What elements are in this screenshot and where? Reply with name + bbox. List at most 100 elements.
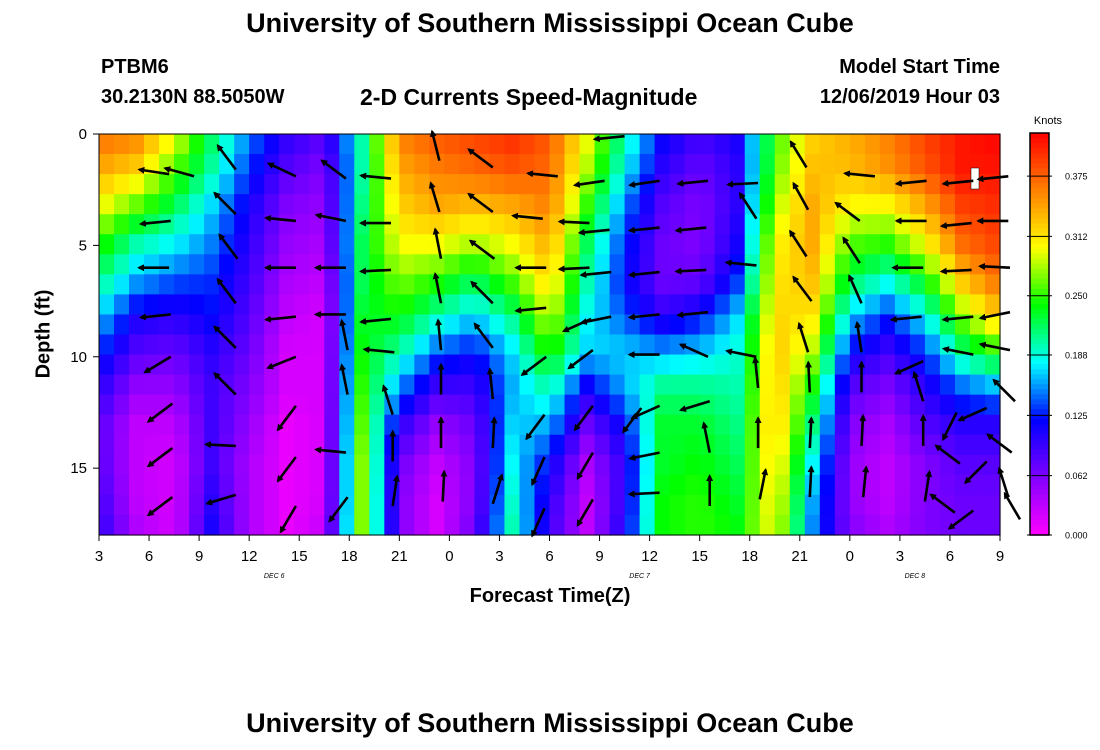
vector-arrow-icon [941, 346, 974, 356]
heat-cell [174, 394, 190, 416]
heat-cell [369, 374, 385, 396]
heat-cell [789, 454, 806, 476]
heat-cell [564, 194, 581, 215]
heat-cell [369, 454, 385, 476]
heat-cell [339, 214, 355, 235]
heat-cell [444, 214, 460, 235]
heat-cell [834, 334, 851, 356]
colorbar-swatch [1030, 389, 1049, 395]
colorbar-swatch [1030, 334, 1049, 340]
heat-cell [519, 394, 536, 416]
heat-cell [624, 354, 641, 376]
heat-cell [174, 334, 190, 356]
heat-cell [519, 234, 536, 255]
vector-arrow-icon [163, 166, 195, 178]
heat-cell [489, 514, 506, 536]
vector-arrow-icon [468, 239, 496, 260]
heat-cell [714, 494, 731, 516]
heat-cell [429, 254, 445, 275]
heat-cell [744, 394, 761, 416]
heat-cell [339, 494, 355, 516]
heat-cell [819, 254, 836, 275]
heat-cell [579, 134, 596, 155]
heat-cell [114, 294, 130, 316]
heat-cell [414, 354, 430, 376]
heat-cell [744, 154, 761, 175]
heat-cell [699, 414, 716, 436]
vector-arrow-icon [678, 343, 709, 358]
heat-cell [759, 374, 776, 396]
colorbar-swatch [1030, 464, 1049, 471]
heat-cell [144, 514, 160, 536]
heat-cell [879, 394, 896, 416]
heat-cell [399, 274, 415, 295]
heat-cell [279, 274, 295, 295]
heat-cell [189, 134, 205, 155]
heat-cell [249, 194, 265, 215]
heat-cell [234, 494, 250, 516]
heat-cell [159, 454, 175, 476]
heat-cell [849, 134, 866, 155]
heat-cell [444, 514, 460, 536]
heat-cell [249, 334, 265, 356]
heat-cell [534, 474, 551, 496]
heat-cell [624, 434, 641, 456]
heat-cell [309, 314, 325, 336]
colorbar: Knots 0.000 0.062 0.125 0.188 0.250 0.312 0.375 [1027, 115, 1088, 541]
heat-cell [924, 334, 941, 356]
heat-cell [324, 494, 340, 516]
vector-arrow-icon [266, 355, 297, 370]
heat-cell [789, 134, 806, 155]
heat-cell [399, 334, 415, 356]
heat-cell [699, 314, 716, 336]
heat-cell [294, 454, 310, 476]
vector-arrow-icon [486, 367, 495, 400]
heat-cell [909, 334, 926, 356]
heat-cell [819, 334, 836, 356]
heat-cell [249, 414, 265, 436]
heat-cell [744, 214, 761, 235]
heat-cell [564, 334, 581, 356]
heat-cell [459, 214, 476, 235]
heat-cell [234, 374, 250, 396]
heat-cell [924, 254, 941, 275]
heat-cell [234, 294, 250, 316]
heat-cell [324, 354, 340, 376]
heat-cell [219, 474, 235, 496]
heat-cell [399, 374, 415, 396]
heat-cell [324, 454, 340, 476]
heat-cell [939, 334, 956, 356]
heat-cell [594, 154, 611, 175]
main-title: University of Southern Mississippi Ocean… [246, 8, 854, 38]
heat-cell [804, 434, 821, 456]
heat-cell [819, 434, 836, 456]
heat-cell [609, 294, 626, 316]
heat-cell [684, 234, 701, 255]
vector-arrow-icon [579, 315, 612, 326]
heat-cell [609, 314, 626, 336]
heat-cell [339, 294, 355, 316]
heat-cell [204, 174, 220, 195]
heat-cell [369, 514, 385, 536]
heat-cell [459, 174, 476, 195]
heat-cell [489, 334, 506, 356]
heat-cell [819, 394, 836, 416]
heat-cell [849, 474, 866, 496]
heat-cell [384, 274, 400, 295]
heat-cell [414, 194, 430, 215]
heat-cell [594, 474, 611, 496]
heat-cell [759, 274, 776, 295]
vector-arrow-icon [789, 140, 808, 169]
heat-cell [129, 194, 145, 215]
heat-cell [399, 474, 415, 496]
heat-cell [759, 294, 776, 316]
heat-cell [564, 134, 581, 155]
colorbar-swatch [1030, 514, 1049, 521]
heat-cell [234, 214, 250, 235]
heat-cell [939, 134, 956, 155]
heat-cell [579, 354, 596, 376]
heat-cell [654, 514, 671, 536]
heat-cell [744, 354, 761, 376]
vector-arrow-icon [514, 306, 547, 314]
colorbar-swatch [1030, 349, 1049, 355]
